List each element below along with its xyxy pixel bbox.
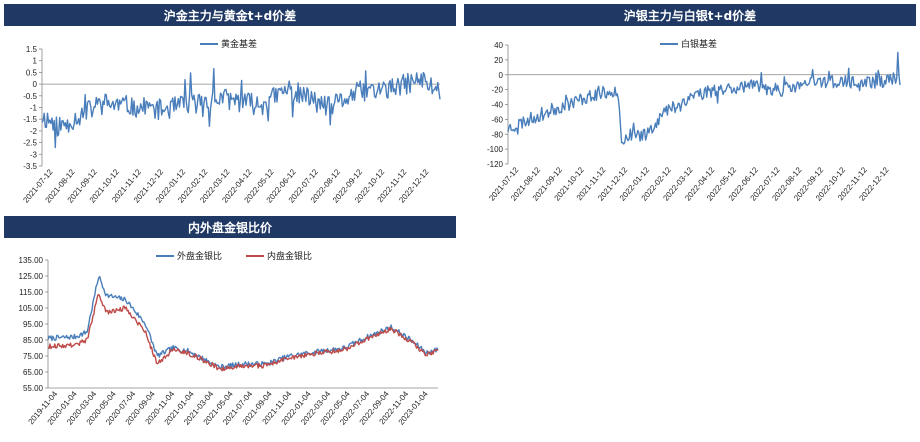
gold-silver-ratio-panel: 内外盘金银比价 135.00 125.00 115.00 105.00 95.00 85.…: [4, 216, 456, 438]
silver-basis-title: 沪银主力与白银t+d价差: [464, 4, 916, 26]
y-tick-label: 95.00: [23, 320, 44, 329]
y-tick-label: -20: [491, 86, 503, 95]
series-line-1: [47, 293, 439, 372]
y-tick-label: 1: [33, 57, 38, 66]
y-tick-label: 1.5: [26, 45, 38, 54]
y-tick-label: -1: [30, 104, 38, 113]
y-tick-label: -2: [30, 127, 38, 136]
y-tick-label: -2.5: [23, 139, 37, 148]
y-tick-label: -40: [491, 101, 503, 110]
series-line-0: [47, 275, 439, 370]
y-tick-label: -120: [487, 160, 504, 169]
y-tick-label: 125.00: [19, 272, 44, 281]
y-tick-label: 0: [499, 71, 504, 80]
y-tick-label: -3: [30, 150, 38, 159]
y-tick-label: 85.00: [23, 336, 44, 345]
y-tick-label: 75.00: [23, 352, 44, 361]
gold-silver-ratio-title: 内外盘金银比价: [4, 216, 456, 238]
y-tick-label: 105.00: [19, 304, 44, 313]
legend: 黄金基差: [200, 38, 257, 50]
y-tick-label: -3.5: [23, 162, 37, 171]
gold-basis-title: 沪金主力与黄金t+d价差: [4, 4, 456, 26]
y-tick-label: -60: [491, 115, 503, 124]
legend-label-0: 外盘金银比: [177, 250, 222, 262]
y-tick-label: 20: [494, 56, 503, 65]
silver-basis-chart: 40200-20-40-60-80-100-1202021-07-122021-…: [487, 38, 901, 203]
y-tick-label: 0: [33, 80, 38, 89]
y-tick-label: -100: [487, 145, 504, 154]
y-tick-label: 65.00: [23, 368, 44, 377]
gold-basis-panel: 沪金主力与黄金t+d价差 1.5 1 0.5 0 -0.5 -1 -1.5 -2 -2.5 -3 -…: [4, 4, 456, 210]
series-line-0: [41, 67, 441, 149]
gold-silver-ratio-chart: 135.00 125.00 115.00 105.00 95.00 85.00 75.00 6…: [19, 250, 439, 427]
y-tick-label: 40: [494, 41, 503, 50]
y-tick-label: -0.5: [23, 92, 37, 101]
legend-label-0: 黄金基差: [221, 38, 257, 50]
y-tick-label: -1.5: [23, 115, 37, 124]
gold-basis-chart: 1.510.50-0.5-1-1.5-2-2.5-3-3.52021-07-12…: [21, 38, 441, 205]
series-line-0: [507, 51, 901, 145]
silver-basis-panel: 沪银主力与白银t+d价差 40 20 0 -20 -40 -60 -80 -100 -120 20…: [464, 4, 916, 210]
y-tick-label: 115.00: [19, 288, 43, 297]
legend: 白银基差: [660, 38, 717, 50]
y-tick-label: 55.00: [23, 384, 44, 393]
y-tick-label: 0.5: [26, 68, 38, 77]
legend: 外盘金银比 内盘金银比: [156, 250, 312, 262]
y-tick-label: -80: [491, 130, 503, 139]
legend-label-0: 白银基差: [681, 38, 717, 50]
legend-label-1: 内盘金银比: [267, 250, 312, 262]
y-tick-label: 135.00: [19, 256, 44, 265]
